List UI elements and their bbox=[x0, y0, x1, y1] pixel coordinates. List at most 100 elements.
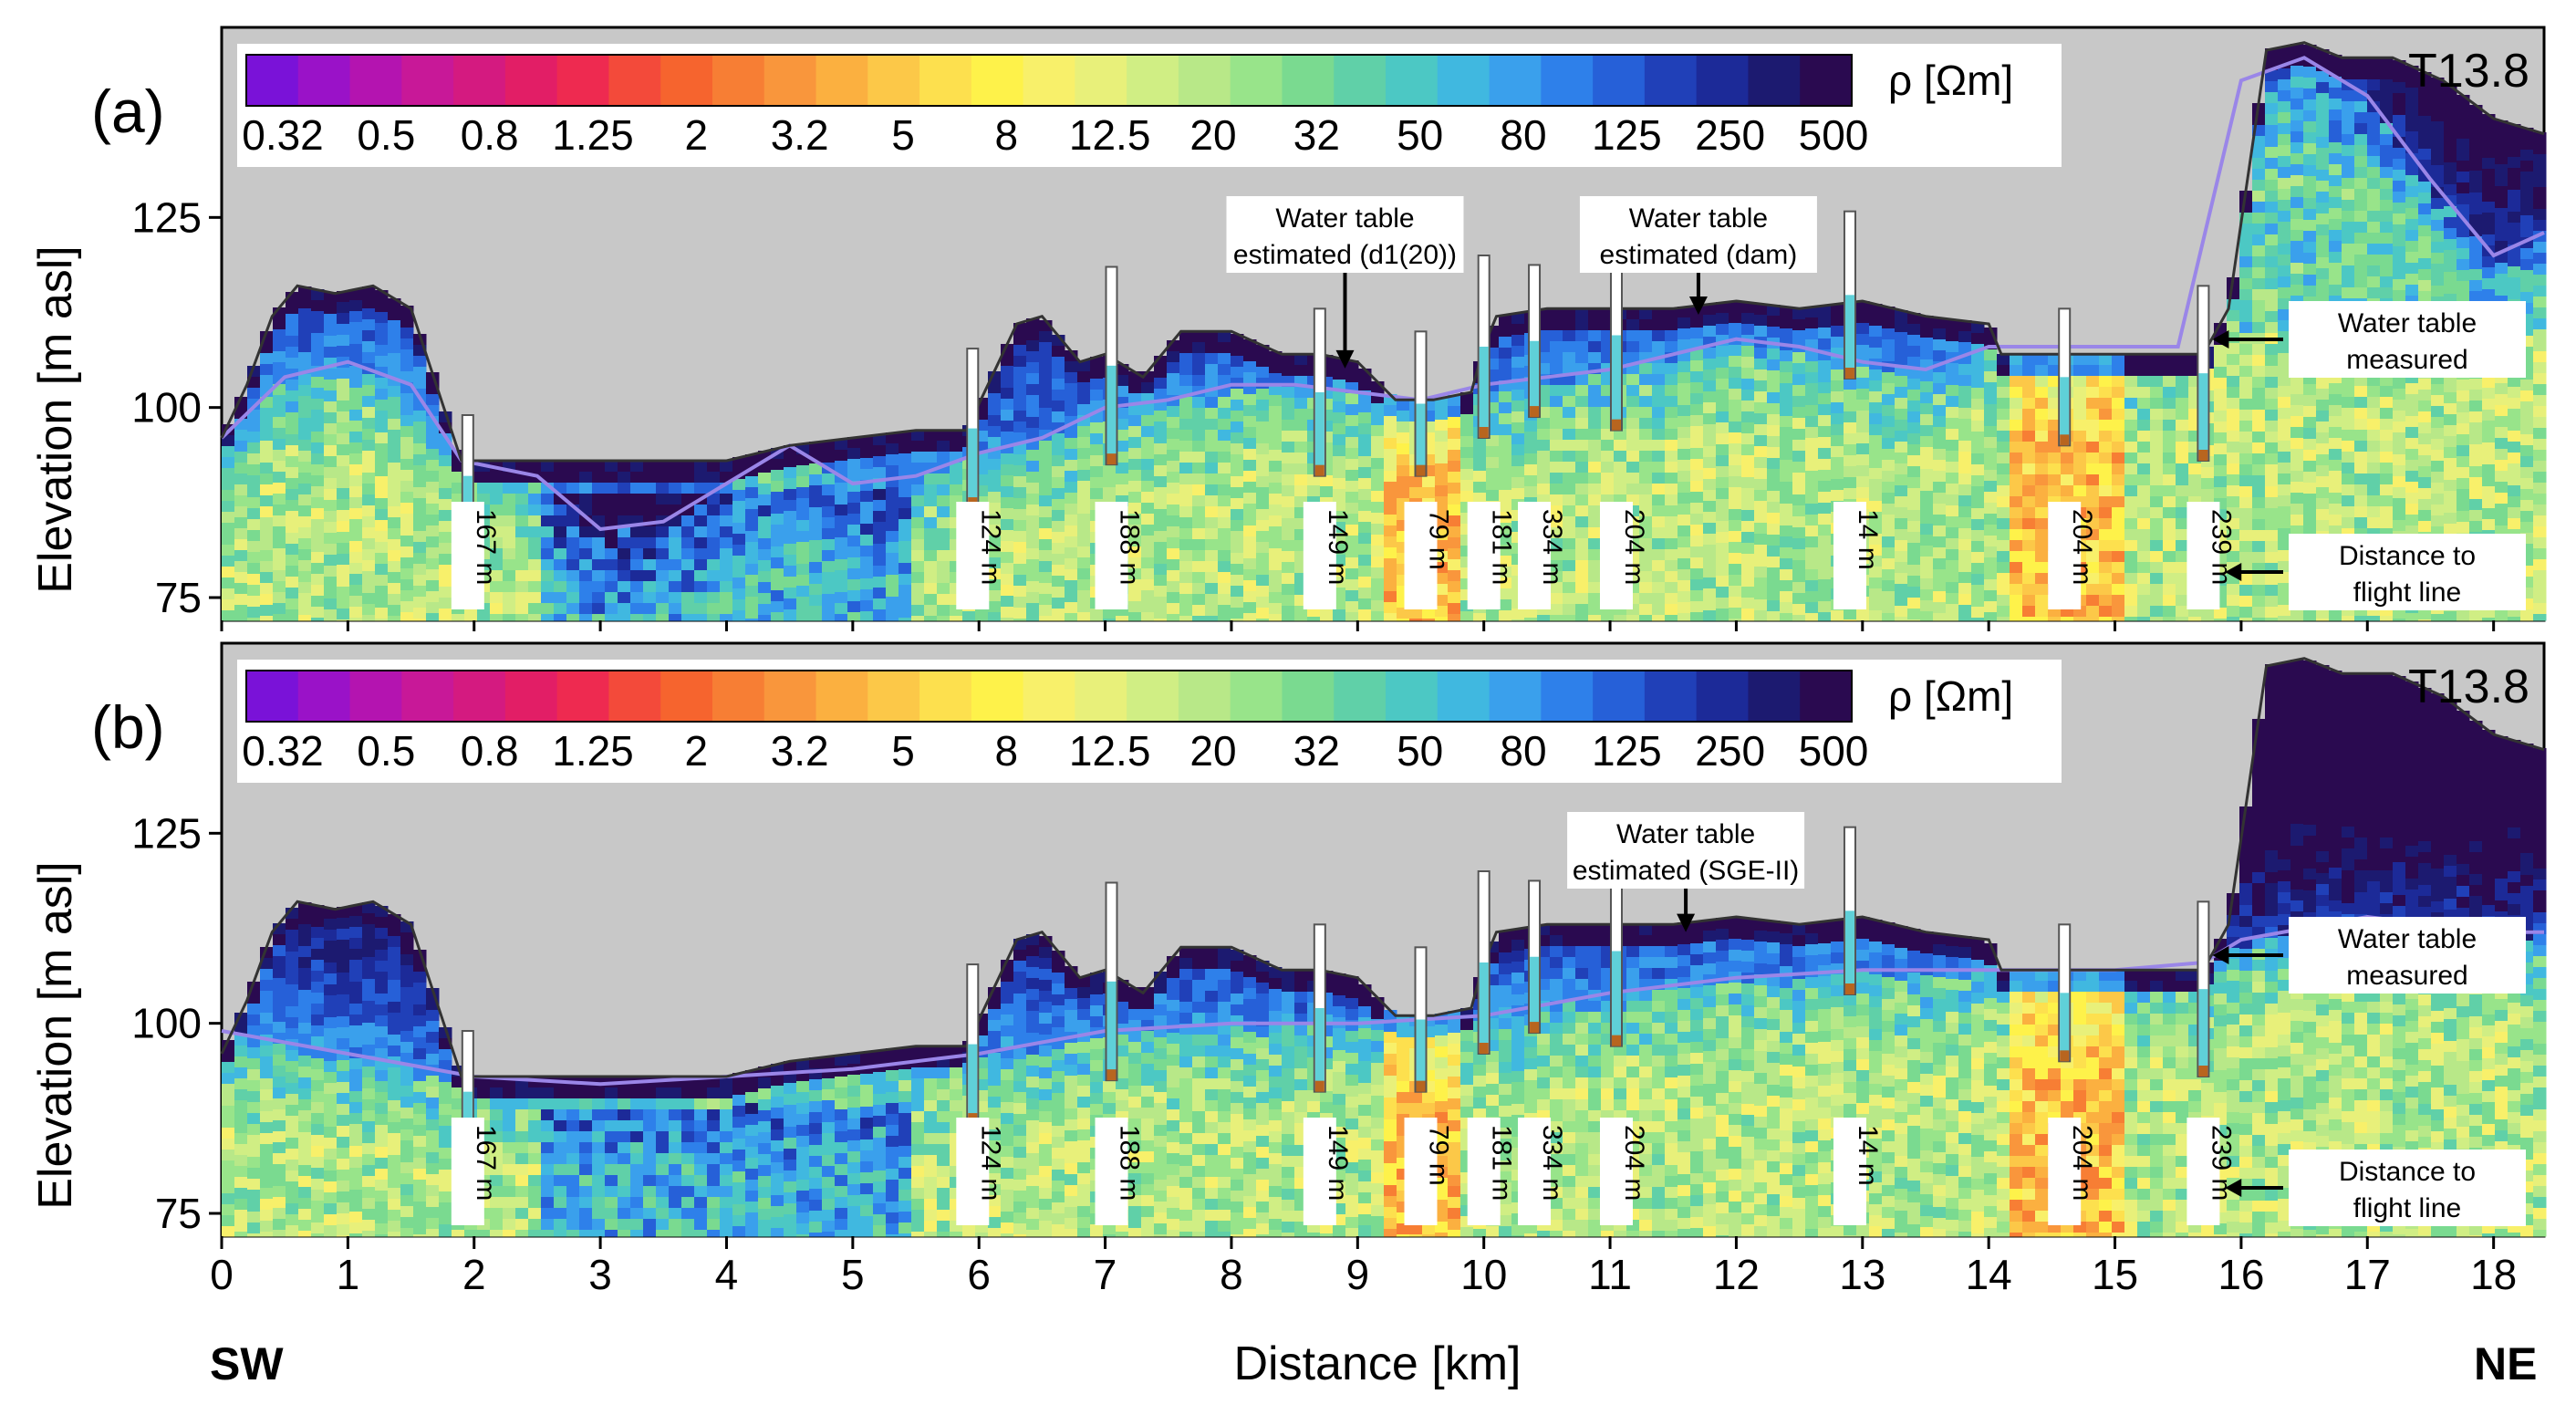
resistivity-cell bbox=[1039, 550, 1053, 562]
resistivity-cell bbox=[2342, 189, 2355, 201]
resistivity-cell bbox=[2227, 376, 2240, 388]
resistivity-cell bbox=[1792, 330, 1806, 342]
resistivity-cell bbox=[2469, 390, 2483, 401]
resistivity-cell bbox=[1575, 396, 1589, 408]
resistivity-cell bbox=[2533, 198, 2547, 210]
resistivity-cell bbox=[1269, 483, 1283, 494]
resistivity-cell bbox=[2022, 485, 2036, 497]
resistivity-cell bbox=[2252, 213, 2266, 224]
resistivity-cell bbox=[1013, 564, 1027, 576]
resistivity-cell bbox=[2010, 540, 2023, 552]
resistivity-cell bbox=[2520, 139, 2534, 151]
resistivity-cell bbox=[2137, 442, 2151, 453]
resistivity-cell bbox=[2329, 449, 2342, 461]
resistivity-cell bbox=[2469, 510, 2483, 522]
resistivity-cell bbox=[1690, 536, 1704, 547]
resistivity-cell bbox=[1077, 437, 1091, 449]
resistivity-cell bbox=[439, 587, 452, 598]
resistivity-cell bbox=[1154, 531, 1168, 543]
resistivity-cell bbox=[1448, 483, 1461, 494]
resistivity-cell bbox=[656, 483, 670, 494]
resistivity-cell bbox=[1128, 404, 1142, 416]
resistivity-cell bbox=[1154, 498, 1168, 510]
resistivity-cell bbox=[1384, 525, 1397, 537]
resistivity-cell bbox=[605, 559, 618, 571]
resistivity-cell bbox=[1192, 517, 1206, 529]
resistivity-cell bbox=[362, 538, 376, 550]
resistivity-cell bbox=[1946, 484, 1959, 495]
resistivity-cell bbox=[1933, 569, 1947, 581]
resistivity-cell bbox=[1294, 617, 1308, 621]
resistivity-cell bbox=[2099, 409, 2113, 421]
resistivity-cell bbox=[1805, 482, 1819, 494]
resistivity-cell bbox=[2520, 456, 2534, 468]
resistivity-cell bbox=[1792, 571, 1806, 583]
resistivity-cell bbox=[643, 494, 657, 505]
resistivity-cell bbox=[2010, 431, 2023, 442]
resistivity-cell bbox=[1243, 580, 1257, 592]
resistivity-cell bbox=[1345, 525, 1359, 536]
resistivity-cell bbox=[1767, 370, 1781, 382]
resistivity-cell bbox=[2469, 521, 2483, 533]
resistivity-cell bbox=[1205, 517, 1219, 529]
resistivity-cell bbox=[1435, 551, 1449, 563]
resistivity-cell bbox=[2508, 496, 2521, 508]
resistivity-cell bbox=[2405, 131, 2419, 143]
resistivity-cell bbox=[2163, 474, 2176, 486]
resistivity-cell bbox=[1167, 592, 1180, 604]
resistivity-cell bbox=[1563, 462, 1576, 473]
resistivity-cell bbox=[1013, 476, 1027, 488]
resistivity-cell bbox=[2367, 419, 2381, 431]
resistivity-cell bbox=[784, 577, 797, 588]
resistivity-cell bbox=[605, 537, 618, 549]
resistivity-cell bbox=[1384, 547, 1397, 559]
resistivity-cell bbox=[286, 456, 299, 468]
resistivity-cell bbox=[2495, 285, 2508, 297]
resistivity-cell bbox=[439, 554, 452, 566]
resistivity-cell bbox=[2533, 603, 2547, 615]
resistivity-cell bbox=[1946, 363, 1959, 375]
resistivity-cell bbox=[2137, 606, 2151, 618]
resistivity-cell bbox=[2239, 530, 2253, 542]
resistivity-cell bbox=[286, 390, 299, 402]
resistivity-cell bbox=[1946, 505, 1959, 517]
resistivity-cell bbox=[2380, 408, 2394, 420]
resistivity-cell bbox=[1869, 348, 1883, 359]
resistivity-cell bbox=[1358, 533, 1372, 545]
resistivity-cell bbox=[1856, 367, 1870, 379]
resistivity-cell bbox=[898, 442, 912, 454]
resistivity-cell bbox=[1511, 466, 1525, 478]
resistivity-cell bbox=[413, 553, 427, 565]
resistivity-cell bbox=[2380, 156, 2394, 168]
resistivity-cell bbox=[2137, 551, 2151, 563]
resistivity-cell bbox=[1205, 463, 1219, 474]
resistivity-cell bbox=[1141, 503, 1155, 515]
resistivity-cell bbox=[656, 603, 670, 615]
resistivity-cell bbox=[592, 505, 606, 516]
resistivity-cell bbox=[1358, 511, 1372, 523]
resistivity-cell bbox=[835, 548, 848, 560]
resistivity-cell bbox=[2469, 138, 2483, 150]
resistivity-cell bbox=[2354, 419, 2368, 431]
resistivity-cell bbox=[605, 494, 618, 505]
resistivity-cell bbox=[2265, 585, 2279, 597]
resistivity-cell bbox=[2431, 110, 2445, 122]
resistivity-cell bbox=[2393, 487, 2406, 499]
resistivity-cell bbox=[2495, 175, 2508, 187]
resistivity-cell bbox=[1052, 466, 1065, 478]
resistivity-cell bbox=[1920, 338, 1934, 349]
resistivity-cell bbox=[2405, 383, 2419, 395]
resistivity-cell bbox=[1971, 530, 1985, 542]
resistivity-cell bbox=[1039, 397, 1053, 409]
resistivity-cell bbox=[784, 478, 797, 490]
resistivity-cell bbox=[1371, 458, 1385, 470]
resistivity-cell bbox=[2035, 595, 2049, 607]
resistivity-cell bbox=[324, 292, 338, 304]
resistivity-cell bbox=[2137, 354, 2151, 366]
resistivity-cell bbox=[2316, 257, 2330, 269]
resistivity-cell bbox=[1013, 356, 1027, 368]
resistivity-cell bbox=[1205, 561, 1219, 573]
resistivity-cell bbox=[1882, 558, 1896, 570]
resistivity-cell bbox=[1946, 494, 1959, 506]
resistivity-cell bbox=[1499, 490, 1512, 502]
